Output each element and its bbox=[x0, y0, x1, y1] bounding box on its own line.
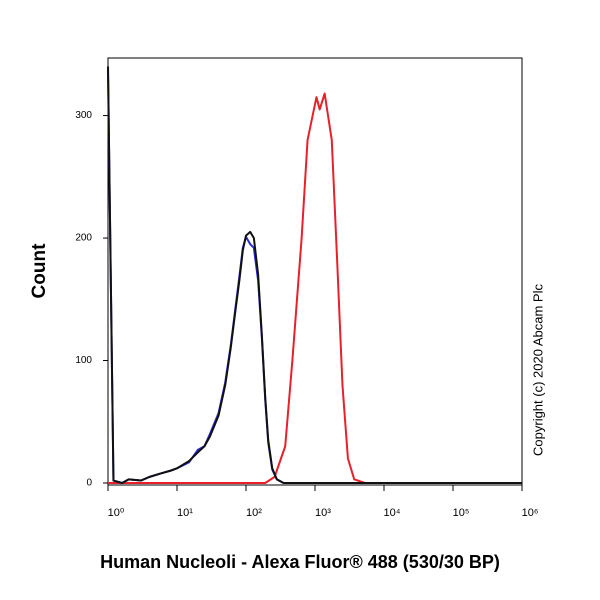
histogram-line bbox=[107, 66, 522, 484]
x-tick-label: 10⁰ bbox=[108, 507, 125, 519]
y-tick-label: 0 bbox=[86, 478, 92, 489]
x-tick-label: 10¹ bbox=[177, 507, 193, 519]
plot-frame bbox=[107, 57, 523, 486]
x-tick-label: 10² bbox=[246, 507, 262, 519]
x-tick-label: 10⁵ bbox=[453, 507, 470, 519]
x-tick-label: 10³ bbox=[315, 507, 331, 519]
x-tick-label: 10⁴ bbox=[384, 507, 401, 519]
y-tick-label: 200 bbox=[75, 233, 92, 244]
copyright: Copyright (c) 2020 Abcam Plc bbox=[530, 284, 545, 456]
x-axis-label: Human Nucleoli - Alexa Fluor® 488 (530/3… bbox=[100, 552, 500, 572]
x-tick-label: 10⁶ bbox=[522, 507, 539, 519]
histogram-line bbox=[108, 92, 522, 484]
y-axis-label: Count bbox=[29, 243, 50, 299]
y-tick-label: 100 bbox=[75, 355, 92, 366]
y-tick-label: 300 bbox=[75, 110, 92, 121]
histogram-line bbox=[107, 69, 522, 484]
